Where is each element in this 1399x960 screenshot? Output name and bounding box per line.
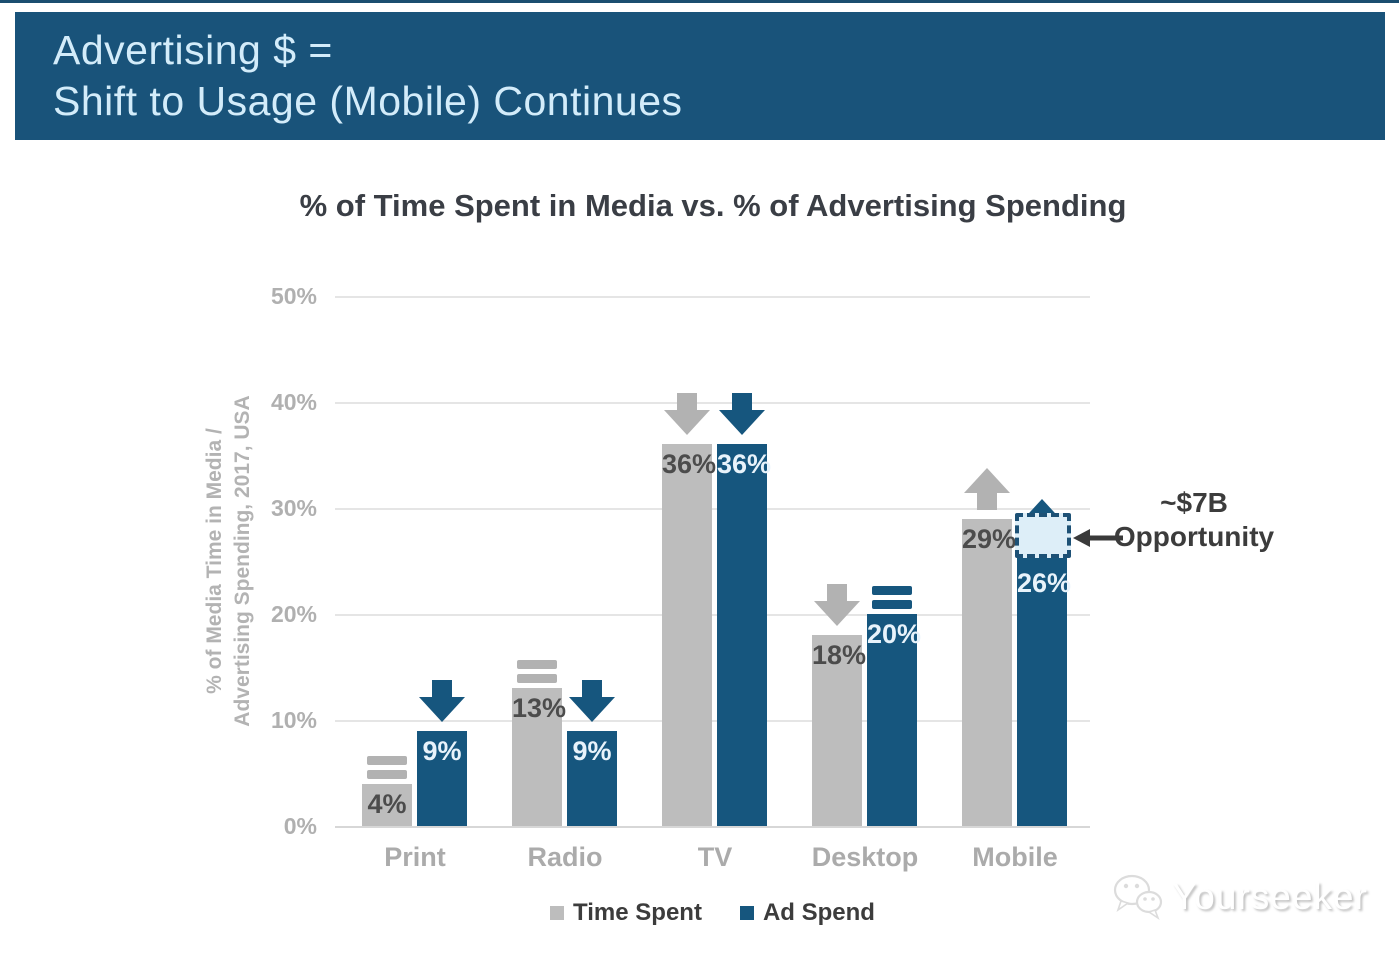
x-category-label-print: Print	[384, 842, 446, 872]
watermark: Yourseeker	[1112, 872, 1368, 922]
down-arrow-icon	[419, 680, 465, 722]
legend-swatch-icon	[739, 906, 754, 920]
trend-equals-desktop-ad-spend-equals-icon	[872, 586, 912, 609]
banner-title-line2: Shift to Usage (Mobile) Continues	[53, 78, 683, 124]
bar-mobile-ad-spend: 26%	[1017, 550, 1072, 826]
bar-value-label: 36%	[662, 449, 717, 479]
trend-down-print-ad-spend	[419, 680, 465, 727]
opportunity-gap-box	[1015, 513, 1071, 558]
bar-desktop-ad-spend: 20%	[867, 614, 922, 826]
gridline-30	[335, 508, 1090, 510]
legend-item-time-spent: Time Spent	[550, 899, 702, 927]
opportunity-annotation: ~$7B Opportunity	[1104, 486, 1284, 554]
trend-equals-radio-time-spent-equals-icon	[517, 660, 557, 683]
bar-mobile-time-spent: 29%	[962, 519, 1017, 826]
banner-title-line1: Advertising $ =	[53, 27, 333, 73]
equals-icon-bar	[872, 600, 912, 609]
top-border-line	[0, 0, 1399, 3]
down-arrow-icon	[664, 393, 710, 435]
down-arrow-icon	[569, 680, 615, 722]
equals-icon-bar	[367, 770, 407, 779]
bar-radio-time-spent: 13%	[512, 688, 567, 826]
bar-desktop-time-spent: 18%	[812, 635, 867, 826]
header-banner: Advertising $ = Shift to Usage (Mobile) …	[15, 12, 1385, 140]
bar-value-label: 4%	[367, 789, 407, 819]
opportunity-annotation-value: ~$7B	[1160, 487, 1228, 518]
trend-down-tv-time-spent	[664, 393, 710, 440]
bar-value-label: 9%	[422, 736, 462, 766]
bar-value-label: 18%	[812, 640, 867, 670]
y-tick-label-20: 20%	[270, 601, 317, 627]
y-tick-label-10: 10%	[270, 707, 317, 733]
bar-print-time-spent: 4%	[362, 784, 412, 826]
bar-tv-time-spent: 36%	[662, 444, 717, 826]
bar-value-label: 36%	[717, 449, 772, 479]
bar-value-label: 13%	[512, 693, 567, 723]
watermark-text: Yourseeker	[1172, 876, 1368, 917]
annotation-arrow-icon	[1073, 529, 1123, 547]
bar-value-label: 9%	[572, 736, 612, 766]
chat-bubbles-logo-icon	[1113, 874, 1163, 921]
legend-swatch-icon	[550, 906, 565, 920]
trend-equals-print-time-spent-equals-icon	[367, 756, 407, 779]
trend-down-desktop-time-spent	[814, 584, 860, 631]
down-arrow-icon	[814, 584, 860, 626]
legend-label: Ad Spend	[762, 899, 875, 926]
y-tick-label-0: 0%	[283, 813, 317, 839]
equals-icon-bar	[517, 674, 557, 683]
bar-tv-ad-spend: 36%	[717, 444, 772, 826]
legend-item-ad-spend: Ad Spend	[739, 899, 875, 927]
y-axis-label-line1: % of Media Time in Media /	[203, 428, 226, 694]
chart-title: % of Time Spent in Media vs. % of Advert…	[299, 188, 1127, 223]
gridline-40	[335, 402, 1090, 404]
bar-value-label: 26%	[1017, 568, 1072, 598]
down-arrow-icon	[719, 393, 765, 435]
gridline-20	[335, 614, 1090, 616]
y-axis-label-line2: Advertising Spending, 2017, USA	[231, 395, 254, 727]
x-category-label-mobile: Mobile	[972, 842, 1058, 872]
y-tick-label-30: 30%	[270, 495, 317, 521]
bar-value-label: 20%	[867, 619, 922, 649]
opportunity-annotation-label: Opportunity	[1113, 521, 1275, 552]
x-category-label-desktop: Desktop	[811, 842, 919, 872]
bar-value-label: 29%	[962, 524, 1017, 554]
bar-print-ad-spend: 9%	[417, 731, 467, 826]
x-category-label-radio: Radio	[527, 842, 603, 872]
x-category-label-tv: TV	[697, 842, 733, 872]
trend-up-mobile-time-spent	[964, 468, 1010, 515]
equals-icon-bar	[517, 660, 557, 669]
legend-label: Time Spent	[573, 899, 702, 926]
trend-down-radio-ad-spend	[569, 680, 615, 727]
equals-icon-bar	[872, 586, 912, 595]
y-tick-label-50: 50%	[270, 283, 317, 309]
gridline-10	[335, 720, 1090, 722]
up-arrow-icon	[964, 468, 1010, 510]
y-tick-label-40: 40%	[270, 389, 317, 415]
trend-down-tv-ad-spend	[719, 393, 765, 440]
y-axis-label: % of Media Time in Media / Advertising S…	[201, 301, 259, 821]
bar-radio-ad-spend: 9%	[567, 731, 617, 826]
gridline-50	[335, 296, 1090, 298]
equals-icon-bar	[367, 756, 407, 765]
gridline-0	[335, 826, 1090, 828]
legend: Time Spent Ad Spend	[335, 899, 1090, 927]
